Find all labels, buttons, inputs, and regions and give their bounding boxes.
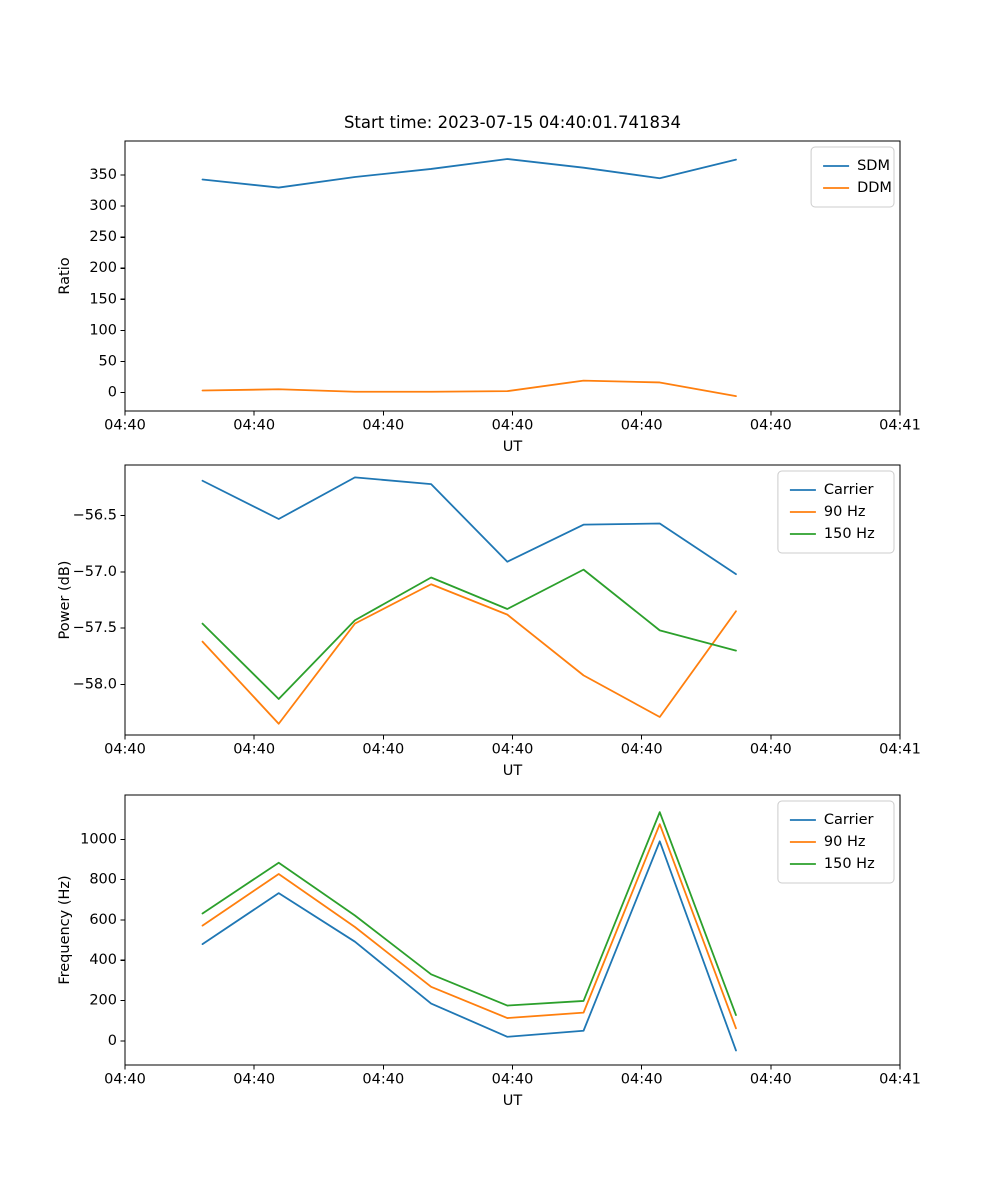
legend: Carrier 90 Hz 150 Hz [777, 800, 895, 884]
y-tick-label: 50 [99, 353, 117, 369]
x-tick-label: 04:40 [362, 1072, 404, 1088]
plot-title: Start time: 2023-07-15 04:40:01.741834 [344, 113, 681, 132]
x-axis-label: UT [503, 439, 523, 455]
subplot-ratio: Start time: 2023-07-15 04:40:01.741834 04… [0, 0, 1000, 460]
x-axis-label: UT [503, 1093, 523, 1109]
series-line-150-hz [201, 568, 737, 700]
chart-frequency: 04:40 04:40 04:40 04:40 04:40 04:40 04:41 0 200 4… [57, 794, 921, 1109]
x-tick-label: 04:40 [104, 742, 146, 758]
series-line-90-hz [201, 583, 737, 725]
x-tick-label: 04:40 [621, 742, 663, 758]
x-tick-label: 04:40 [104, 418, 146, 434]
y-axis-label: Power (dB) [57, 561, 73, 640]
y-tick-label: 1000 [80, 831, 117, 847]
series-line-ddm [201, 379, 737, 398]
series-line-150-hz [201, 811, 737, 1016]
x-tick-label: 04:40 [750, 418, 792, 434]
x-tick-label: 04:40 [362, 742, 404, 758]
y-tick-label: 600 [89, 912, 117, 928]
legend-box [777, 800, 895, 884]
y-tick-label: −58.0 [73, 676, 117, 692]
y-axis-label: Frequency (Hz) [57, 875, 73, 984]
x-tick-label: 04:40 [492, 418, 534, 434]
y-tick-label: −57.5 [73, 620, 117, 636]
y-tick-label: 400 [89, 952, 117, 968]
y-tick-label: −57.0 [73, 564, 117, 580]
legend: SDM DDM [810, 146, 895, 208]
x-tick-label: 04:40 [621, 418, 663, 434]
y-tick-label: 250 [89, 229, 117, 245]
y-axis-label: Ratio [57, 257, 73, 294]
y-tick-label: 100 [89, 322, 117, 338]
legend-label-ddm: DDM [857, 180, 892, 196]
y-tick-label: 800 [89, 872, 117, 888]
x-tick-label: 04:40 [750, 742, 792, 758]
x-tick-label: 04:41 [879, 1072, 921, 1088]
legend-label-90-hz: 90 Hz [824, 504, 866, 520]
x-tick-label: 04:40 [233, 742, 275, 758]
legend-label-150-hz: 150 Hz [824, 526, 875, 542]
chart-ratio: Start time: 2023-07-15 04:40:01.741834 04… [57, 113, 921, 455]
legend-label-sdm: SDM [857, 158, 890, 174]
x-tick-label: 04:40 [492, 1072, 534, 1088]
legend-label-150-hz: 150 Hz [824, 856, 875, 872]
y-tick-label: 200 [89, 260, 117, 276]
y-tick-label: 0 [108, 384, 117, 400]
x-tick-label: 04:40 [750, 1072, 792, 1088]
x-tick-label: 04:41 [879, 742, 921, 758]
axes-frame [124, 140, 901, 412]
legend-label-carrier: Carrier [824, 482, 874, 498]
x-tick-label: 04:40 [233, 1072, 275, 1088]
x-tick-label: 04:41 [879, 418, 921, 434]
x-tick-label: 04:40 [621, 1072, 663, 1088]
y-tick-label: 350 [89, 167, 117, 183]
legend-box [777, 470, 895, 554]
subplot-power: 04:40 04:40 04:40 04:40 04:40 04:40 04:41 −56.5… [0, 455, 1000, 795]
y-tick-label: 300 [89, 198, 117, 214]
subplot-frequency: 04:40 04:40 04:40 04:40 04:40 04:40 04:41 0 200 4… [0, 785, 1000, 1200]
x-tick-label: 04:40 [104, 1072, 146, 1088]
series-line-sdm [201, 158, 737, 189]
x-axis-label: UT [503, 763, 523, 779]
x-tick-label: 04:40 [362, 418, 404, 434]
y-tick-label: 150 [89, 291, 117, 307]
y-tick-label: −56.5 [73, 508, 117, 524]
series-line-90-hz [201, 823, 737, 1030]
legend-box [810, 146, 895, 208]
chart-power: 04:40 04:40 04:40 04:40 04:40 04:40 04:41 −56.5… [57, 464, 921, 779]
y-tick-label: 0 [108, 1033, 117, 1049]
x-tick-label: 04:40 [492, 742, 534, 758]
legend: Carrier 90 Hz 150 Hz [777, 470, 895, 554]
legend-label-90-hz: 90 Hz [824, 834, 866, 850]
x-tick-label: 04:40 [233, 418, 275, 434]
legend-label-carrier: Carrier [824, 812, 874, 828]
y-tick-label: 200 [89, 993, 117, 1009]
series-line-carrier [201, 476, 737, 576]
series-line-carrier [201, 840, 737, 1052]
